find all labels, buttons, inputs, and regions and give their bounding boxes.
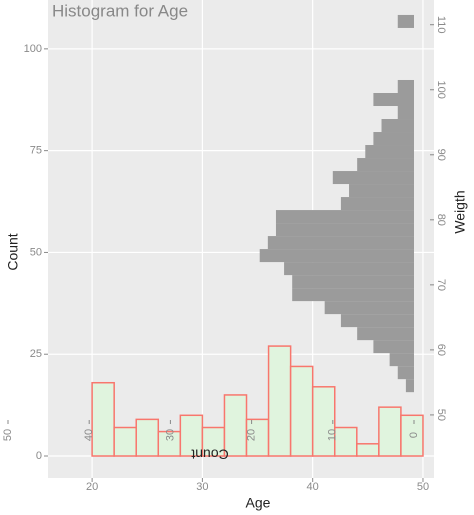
weight-tick-label: 80 [435, 214, 447, 226]
y-tick-label: 75 [30, 145, 42, 157]
labels: Histogram for Age Age Count Count Weigth… [2, 1, 468, 510]
bar [275, 223, 414, 237]
bar [397, 366, 414, 380]
y-tick-label: 50 [30, 246, 42, 258]
weight-count-tick-label: 40 [83, 429, 95, 441]
weight-axis-title: Weigth [452, 190, 468, 233]
x-tick-label: 40 [307, 481, 319, 493]
weight-count-tick-label: 0 [408, 432, 420, 438]
bar [259, 249, 414, 263]
weight-tick-label: 100 [435, 81, 447, 99]
weight-count-tick-label: 50 [2, 429, 14, 441]
bar [356, 443, 380, 457]
chart-title: Histogram for Age [52, 1, 188, 20]
bar [357, 327, 414, 341]
weight-tick-label: 90 [435, 149, 447, 161]
bar [289, 365, 314, 457]
bar [324, 301, 414, 315]
weight-tick-label: 60 [435, 344, 447, 356]
bar [267, 345, 292, 457]
bar [340, 197, 414, 211]
weight-tick-label: 70 [435, 279, 447, 291]
bar [284, 262, 414, 276]
y-tick-label: 100 [24, 43, 42, 55]
bar [381, 119, 414, 133]
bar [113, 426, 137, 457]
marks [91, 14, 424, 457]
x-tick-label: 50 [417, 481, 429, 493]
bar [292, 275, 414, 289]
bar [292, 288, 414, 302]
y-tick-label: 0 [36, 450, 42, 462]
bar [357, 158, 414, 172]
weight-tick-label: 50 [435, 409, 447, 421]
bar [340, 314, 414, 328]
bar [135, 418, 160, 457]
y-axis-title: Count [5, 233, 21, 270]
x-tick-label: 30 [196, 481, 208, 493]
bar [389, 353, 414, 367]
weight-count-tick-label: 10 [327, 429, 339, 441]
bar [397, 106, 414, 120]
bar [91, 381, 115, 457]
bar [400, 414, 424, 457]
bar [267, 236, 414, 250]
bar [378, 406, 402, 457]
bar [311, 386, 336, 457]
bar [333, 426, 358, 457]
bar [373, 132, 414, 146]
bar [332, 171, 414, 185]
x-tick-label: 20 [86, 481, 98, 493]
bar [397, 79, 414, 93]
bar [373, 340, 414, 354]
weight-tick-label: 110 [435, 16, 447, 34]
bar [405, 379, 414, 393]
weight-count-title: Count [191, 446, 228, 462]
weight-count-tick-label: 20 [246, 429, 258, 441]
bar [373, 92, 414, 107]
bar [349, 184, 414, 198]
bar [275, 210, 414, 224]
weight-count-tick-label: 30 [164, 429, 176, 441]
x-axis-title: Age [246, 495, 271, 511]
bar [397, 14, 414, 28]
bar [365, 145, 414, 159]
y-tick-label: 25 [30, 348, 42, 360]
